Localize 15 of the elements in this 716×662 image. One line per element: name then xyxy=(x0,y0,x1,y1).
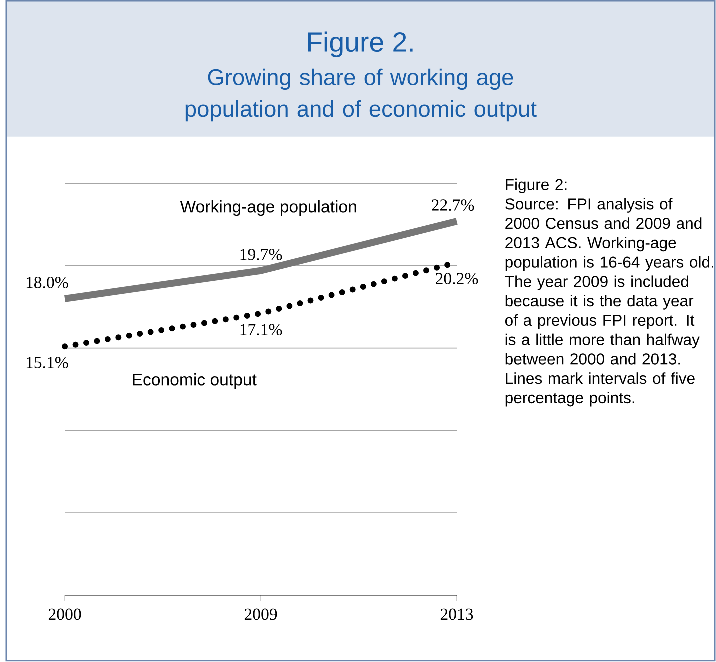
data-label: 19.7% xyxy=(240,249,282,260)
text: Source: FPI analysis of 2000 Census and 2009 and 2013 ACS. Working-age population is 16-64 years old. The year 2009 is included because it is the data year of a previous FPI report. It is a little more than halfway between 2000 and 2013. Lines mark intervals of five percentage points. xyxy=(505,198,714,407)
data-label: 18.0% xyxy=(26,277,68,288)
chart-title: Figure 2. xyxy=(308,32,413,58)
data-label: 22.7% xyxy=(432,200,474,212)
chart-subtitle: Growing share of working age population and of economic output xyxy=(186,68,537,122)
x-tick-label: 2013 xyxy=(440,608,474,620)
x-tick-label: 2009 xyxy=(244,608,278,620)
data-label: 17.1% xyxy=(240,324,282,336)
x-tick-label: 2000 xyxy=(48,608,82,620)
data-label: 20.2% xyxy=(436,273,478,285)
text: Economic output xyxy=(133,373,257,390)
series-label: Working-age population xyxy=(180,200,356,216)
data-label: 15.1% xyxy=(26,357,68,369)
caption: Figure 2: xyxy=(506,178,567,194)
